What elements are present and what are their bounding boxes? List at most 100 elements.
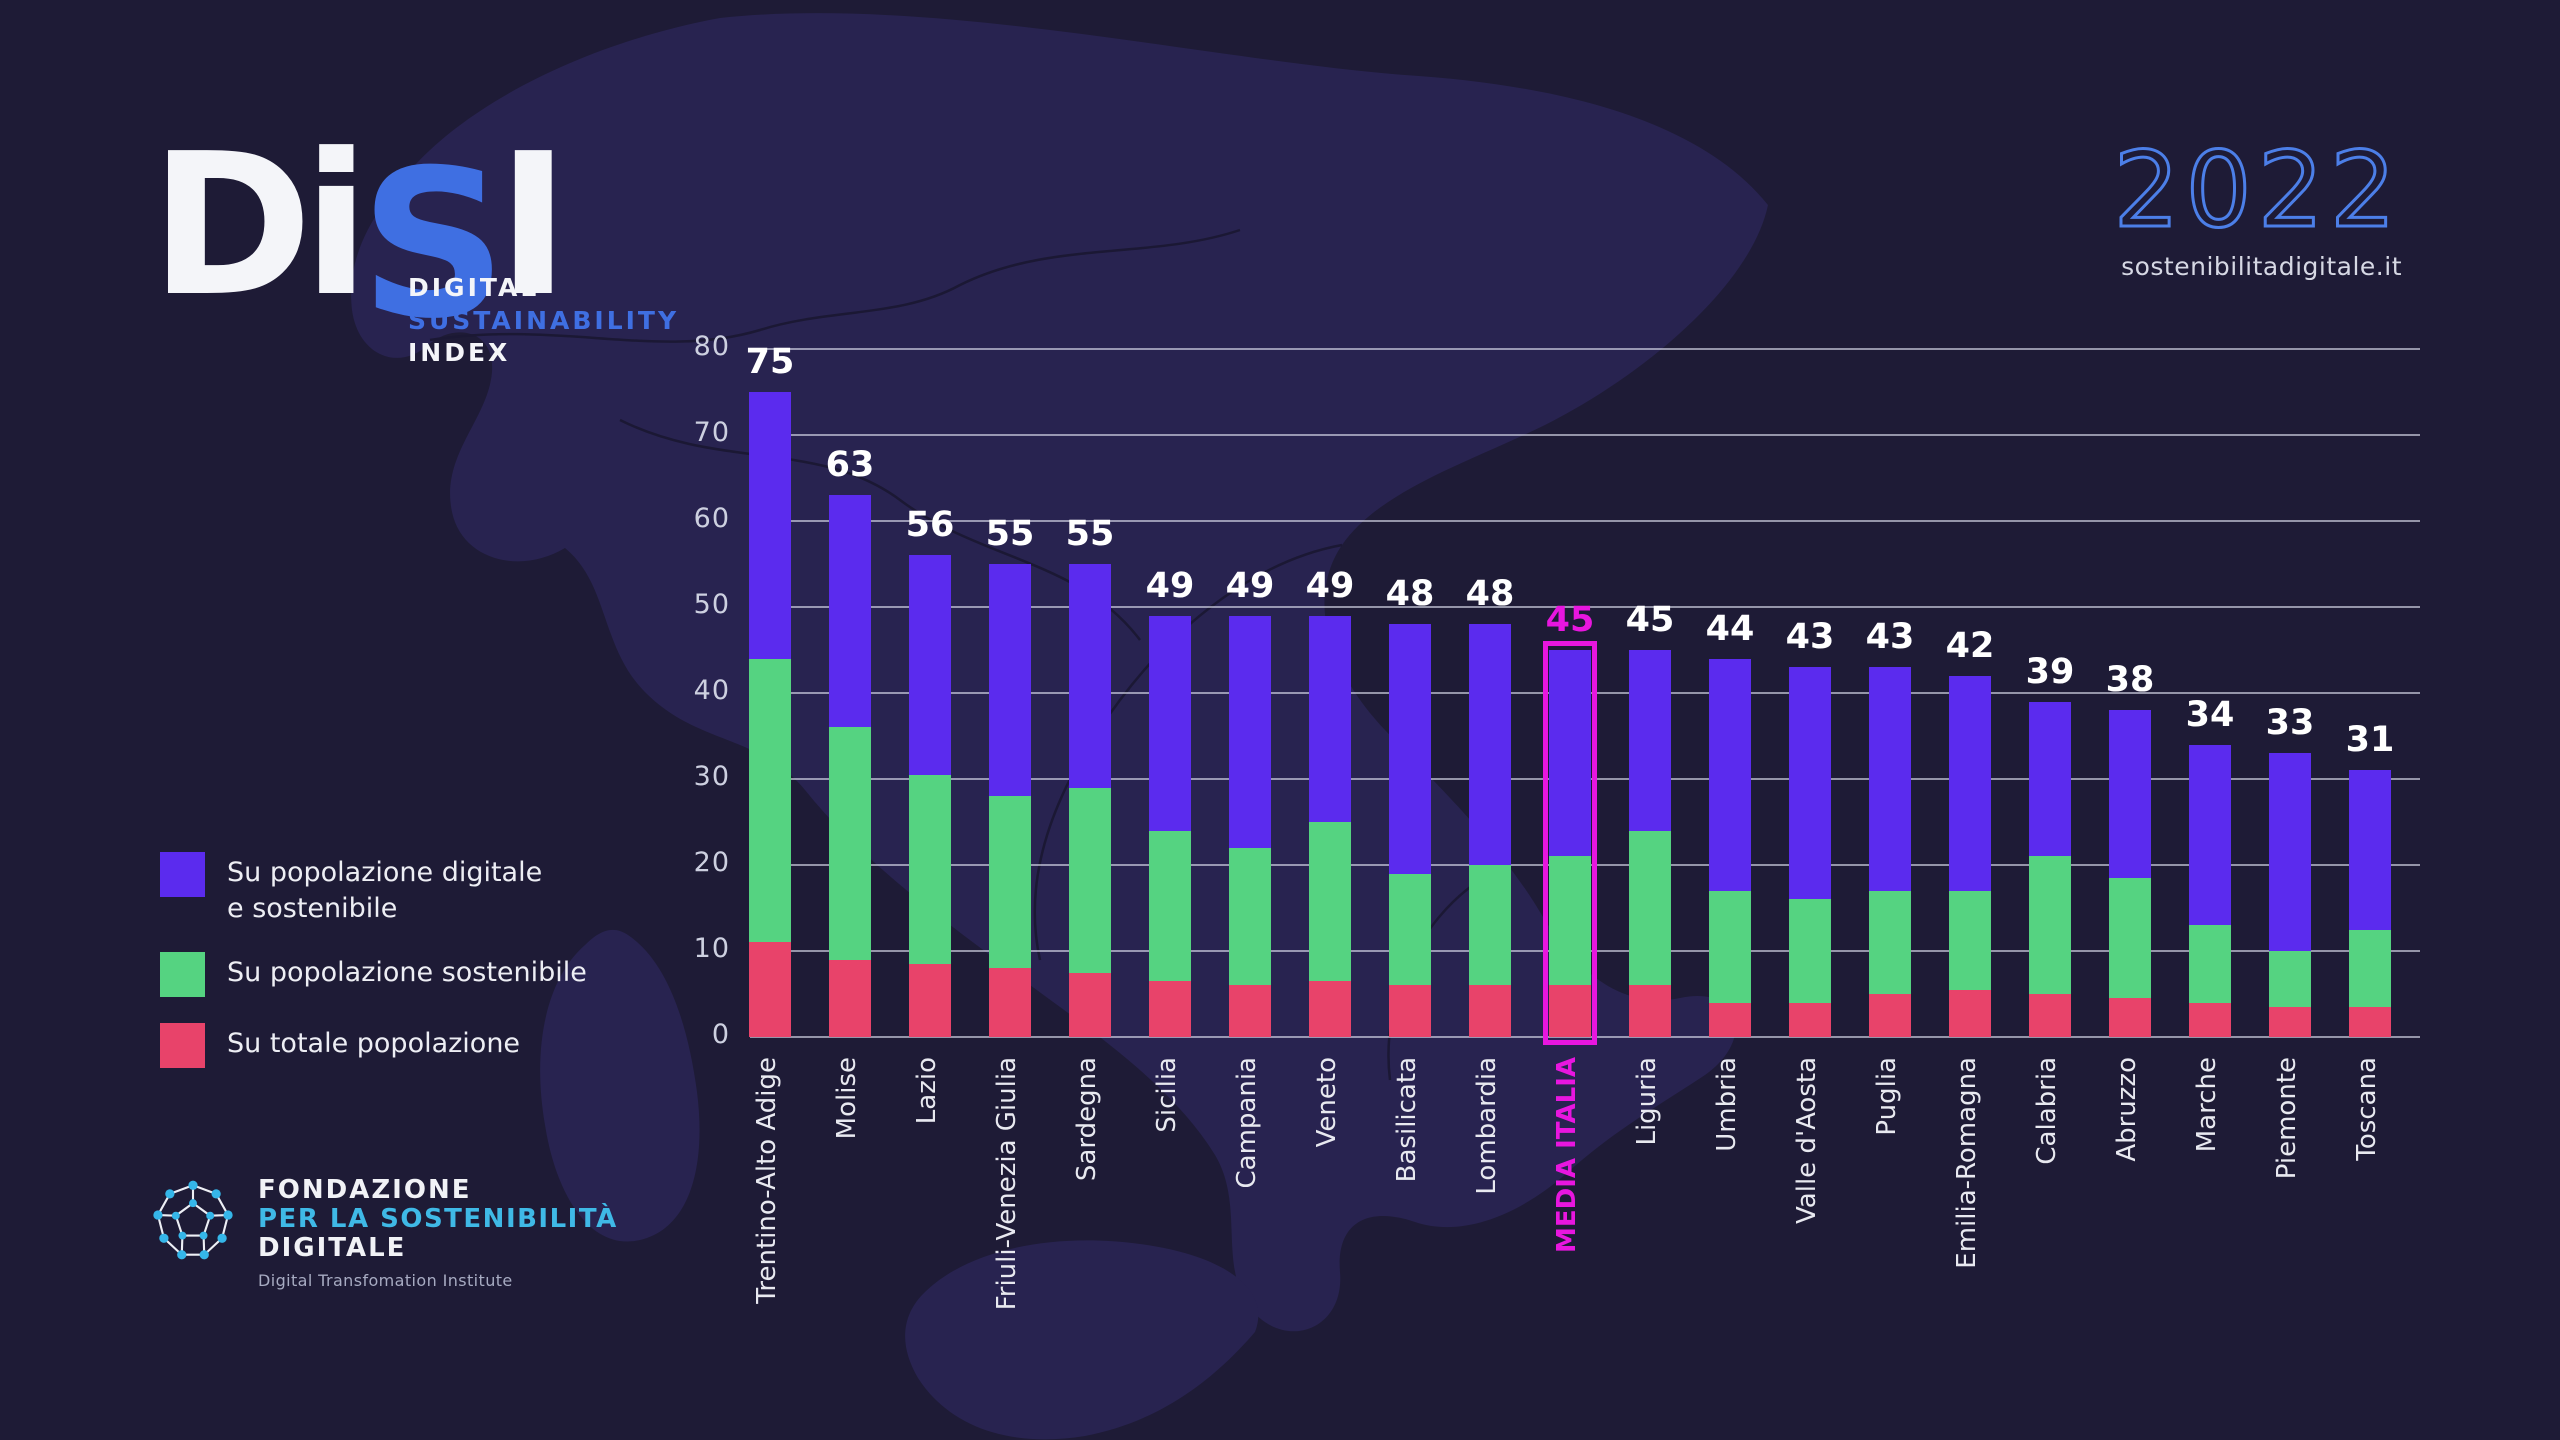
bar-value-label-5: 49 [1145, 565, 1195, 606]
x-axis-label-20: Toscana [2352, 1057, 2382, 1161]
bar-segment-totale-2 [909, 963, 951, 1037]
chart-legend: Su popolazione digitale e sostenibile Su… [160, 852, 587, 1094]
bar-segment-totale-15 [1949, 989, 1991, 1037]
bar-segment-totale-17 [2109, 998, 2151, 1037]
x-axis-label-6: Campania [1232, 1057, 1262, 1189]
sicily-shape [905, 1240, 1259, 1440]
bar-value-label-16: 39 [2025, 651, 2075, 692]
x-axis-label-3: Friuli-Venezia Giulia [992, 1057, 1022, 1311]
logo-letter-i: i [302, 112, 370, 340]
x-axis-label-0: Trentino-Alto Adige [752, 1057, 782, 1304]
bar-value-label-9: 48 [1465, 574, 1515, 615]
logo-letter-last: I [496, 112, 570, 340]
legend-item-sustainable: Su popolazione sostenibile [160, 952, 587, 998]
sardinia-shape [540, 929, 700, 1242]
x-axis-label-18: Marche [2192, 1057, 2222, 1153]
bar-value-label-17: 38 [2105, 660, 2155, 701]
fondazione-line2: PER LA SOSTENIBILITÀ [258, 1204, 618, 1235]
bar-segment-totale-10 [1549, 985, 1591, 1037]
x-axis-label-16: Calabria [2032, 1057, 2062, 1165]
bar-value-label-20: 31 [2345, 720, 2395, 761]
y-tick-label-40: 40 [693, 675, 730, 706]
y-tick-label-50: 50 [693, 589, 730, 620]
legend-label: Su popolazione digitale e sostenibile [227, 857, 543, 924]
x-axis-label-9: Lombardia [1472, 1057, 1502, 1195]
bar-segment-totale-13 [1789, 1002, 1831, 1037]
bar-segment-totale-6 [1229, 985, 1271, 1037]
legend-label: Su totale popolazione [227, 1028, 521, 1060]
bar-value-label-18: 34 [2185, 694, 2235, 735]
x-axis-label-1: Molise [832, 1057, 862, 1140]
fondazione-line3: DIGITALE [258, 1233, 407, 1264]
media-italia-highlight-outline [1543, 641, 1597, 1045]
y-tick-label-80: 80 [693, 331, 730, 362]
bar-segment-totale-0 [749, 942, 791, 1037]
x-axis-label-5: Sicilia [1152, 1057, 1182, 1133]
website-label: sostenibilitadigitale.it [2121, 252, 2402, 281]
bar-value-label-4: 55 [1065, 514, 1115, 554]
legend-swatch-green [160, 952, 205, 998]
subtitle-sustainability: SUSTAINABILITY [408, 305, 680, 335]
bar-value-label-10: 45 [1545, 600, 1595, 640]
bar-segment-totale-12 [1709, 1002, 1751, 1037]
bar-segment-totale-20 [2349, 1006, 2391, 1037]
legend-item-total: Su totale popolazione [160, 1023, 587, 1069]
x-axis-label-8: Basilicata [1392, 1057, 1422, 1183]
disi-subtitle: DIGITAL SUSTAINABILITY INDEX [408, 272, 679, 370]
y-tick-label-10: 10 [693, 933, 730, 964]
fondazione-logo: FONDAZIONE PER LA SOSTENIBILITÀ DIGITALE… [152, 1175, 618, 1291]
x-axis-label-4: Sardegna [1072, 1057, 1102, 1182]
x-axis-label-13: Valle d'Aosta [1792, 1057, 1822, 1224]
gridline-y70 [750, 434, 2420, 436]
bar-segment-totale-4 [1069, 972, 1111, 1037]
bar-value-label-19: 33 [2265, 703, 2315, 744]
bar-value-label-3: 55 [985, 514, 1035, 554]
bar-value-label-14: 43 [1865, 617, 1915, 658]
y-tick-label-20: 20 [693, 847, 730, 878]
x-axis-label-12: Umbria [1712, 1057, 1742, 1152]
x-axis-label-17: Abruzzo [2112, 1057, 2142, 1162]
y-tick-label-60: 60 [693, 503, 730, 534]
y-tick-label-70: 70 [693, 417, 730, 448]
year-block: 2022 sostenibilitadigitale.it [2112, 129, 2402, 282]
bar-segment-totale-3 [989, 968, 1031, 1037]
bar-value-label-7: 49 [1305, 565, 1355, 606]
bar-segment-totale-19 [2269, 1006, 2311, 1037]
bar-segment-totale-9 [1469, 985, 1511, 1037]
fullerene-icon [153, 1180, 233, 1260]
bar-value-label-13: 43 [1785, 617, 1835, 658]
disi-wordmark: D i S I [150, 112, 570, 348]
bar-value-label-12: 44 [1705, 608, 1755, 649]
legend-swatch-red [160, 1023, 205, 1069]
x-axis-label-19: Piemonte [2272, 1057, 2302, 1180]
x-axis-label-2: Lazio [912, 1057, 942, 1125]
gridline-y60 [750, 520, 2420, 522]
bar-segment-totale-14 [1869, 994, 1911, 1037]
bar-segment-totale-7 [1309, 981, 1351, 1037]
legend-swatch-purple [160, 852, 205, 897]
x-axis-label-10: MEDIA ITALIA [1552, 1057, 1582, 1253]
x-axis-label-14: Puglia [1872, 1057, 1902, 1136]
bar-value-label-2: 56 [905, 505, 955, 546]
fondazione-tagline: Digital Transfomation Institute [258, 1271, 513, 1291]
x-axis-label-7: Veneto [1312, 1057, 1342, 1148]
legend-label: Su popolazione sostenibile [227, 957, 587, 989]
bar-value-label-1: 63 [825, 445, 875, 486]
fondazione-text: FONDAZIONE PER LA SOSTENIBILITÀ DIGITALE… [258, 1175, 618, 1291]
logo-letter-s: S [359, 127, 507, 364]
x-axis-label-11: Liguria [1632, 1057, 1662, 1146]
bar-segment-totale-18 [2189, 1002, 2231, 1037]
bar-segment-totale-5 [1149, 981, 1191, 1037]
gridline-y80 [750, 348, 2420, 350]
y-tick-label-30: 30 [693, 761, 730, 792]
subtitle-digital: DIGITAL [408, 273, 540, 302]
subtitle-index: INDEX [408, 338, 511, 367]
gridline-y50 [750, 606, 2420, 608]
bar-segment-totale-11 [1629, 985, 1671, 1037]
fondazione-line1: FONDAZIONE [258, 1175, 472, 1205]
year-label: 2022 [2112, 129, 2402, 251]
bar-value-label-8: 48 [1385, 574, 1435, 615]
x-axis-label-15: Emilia-Romagna [1952, 1057, 1982, 1269]
